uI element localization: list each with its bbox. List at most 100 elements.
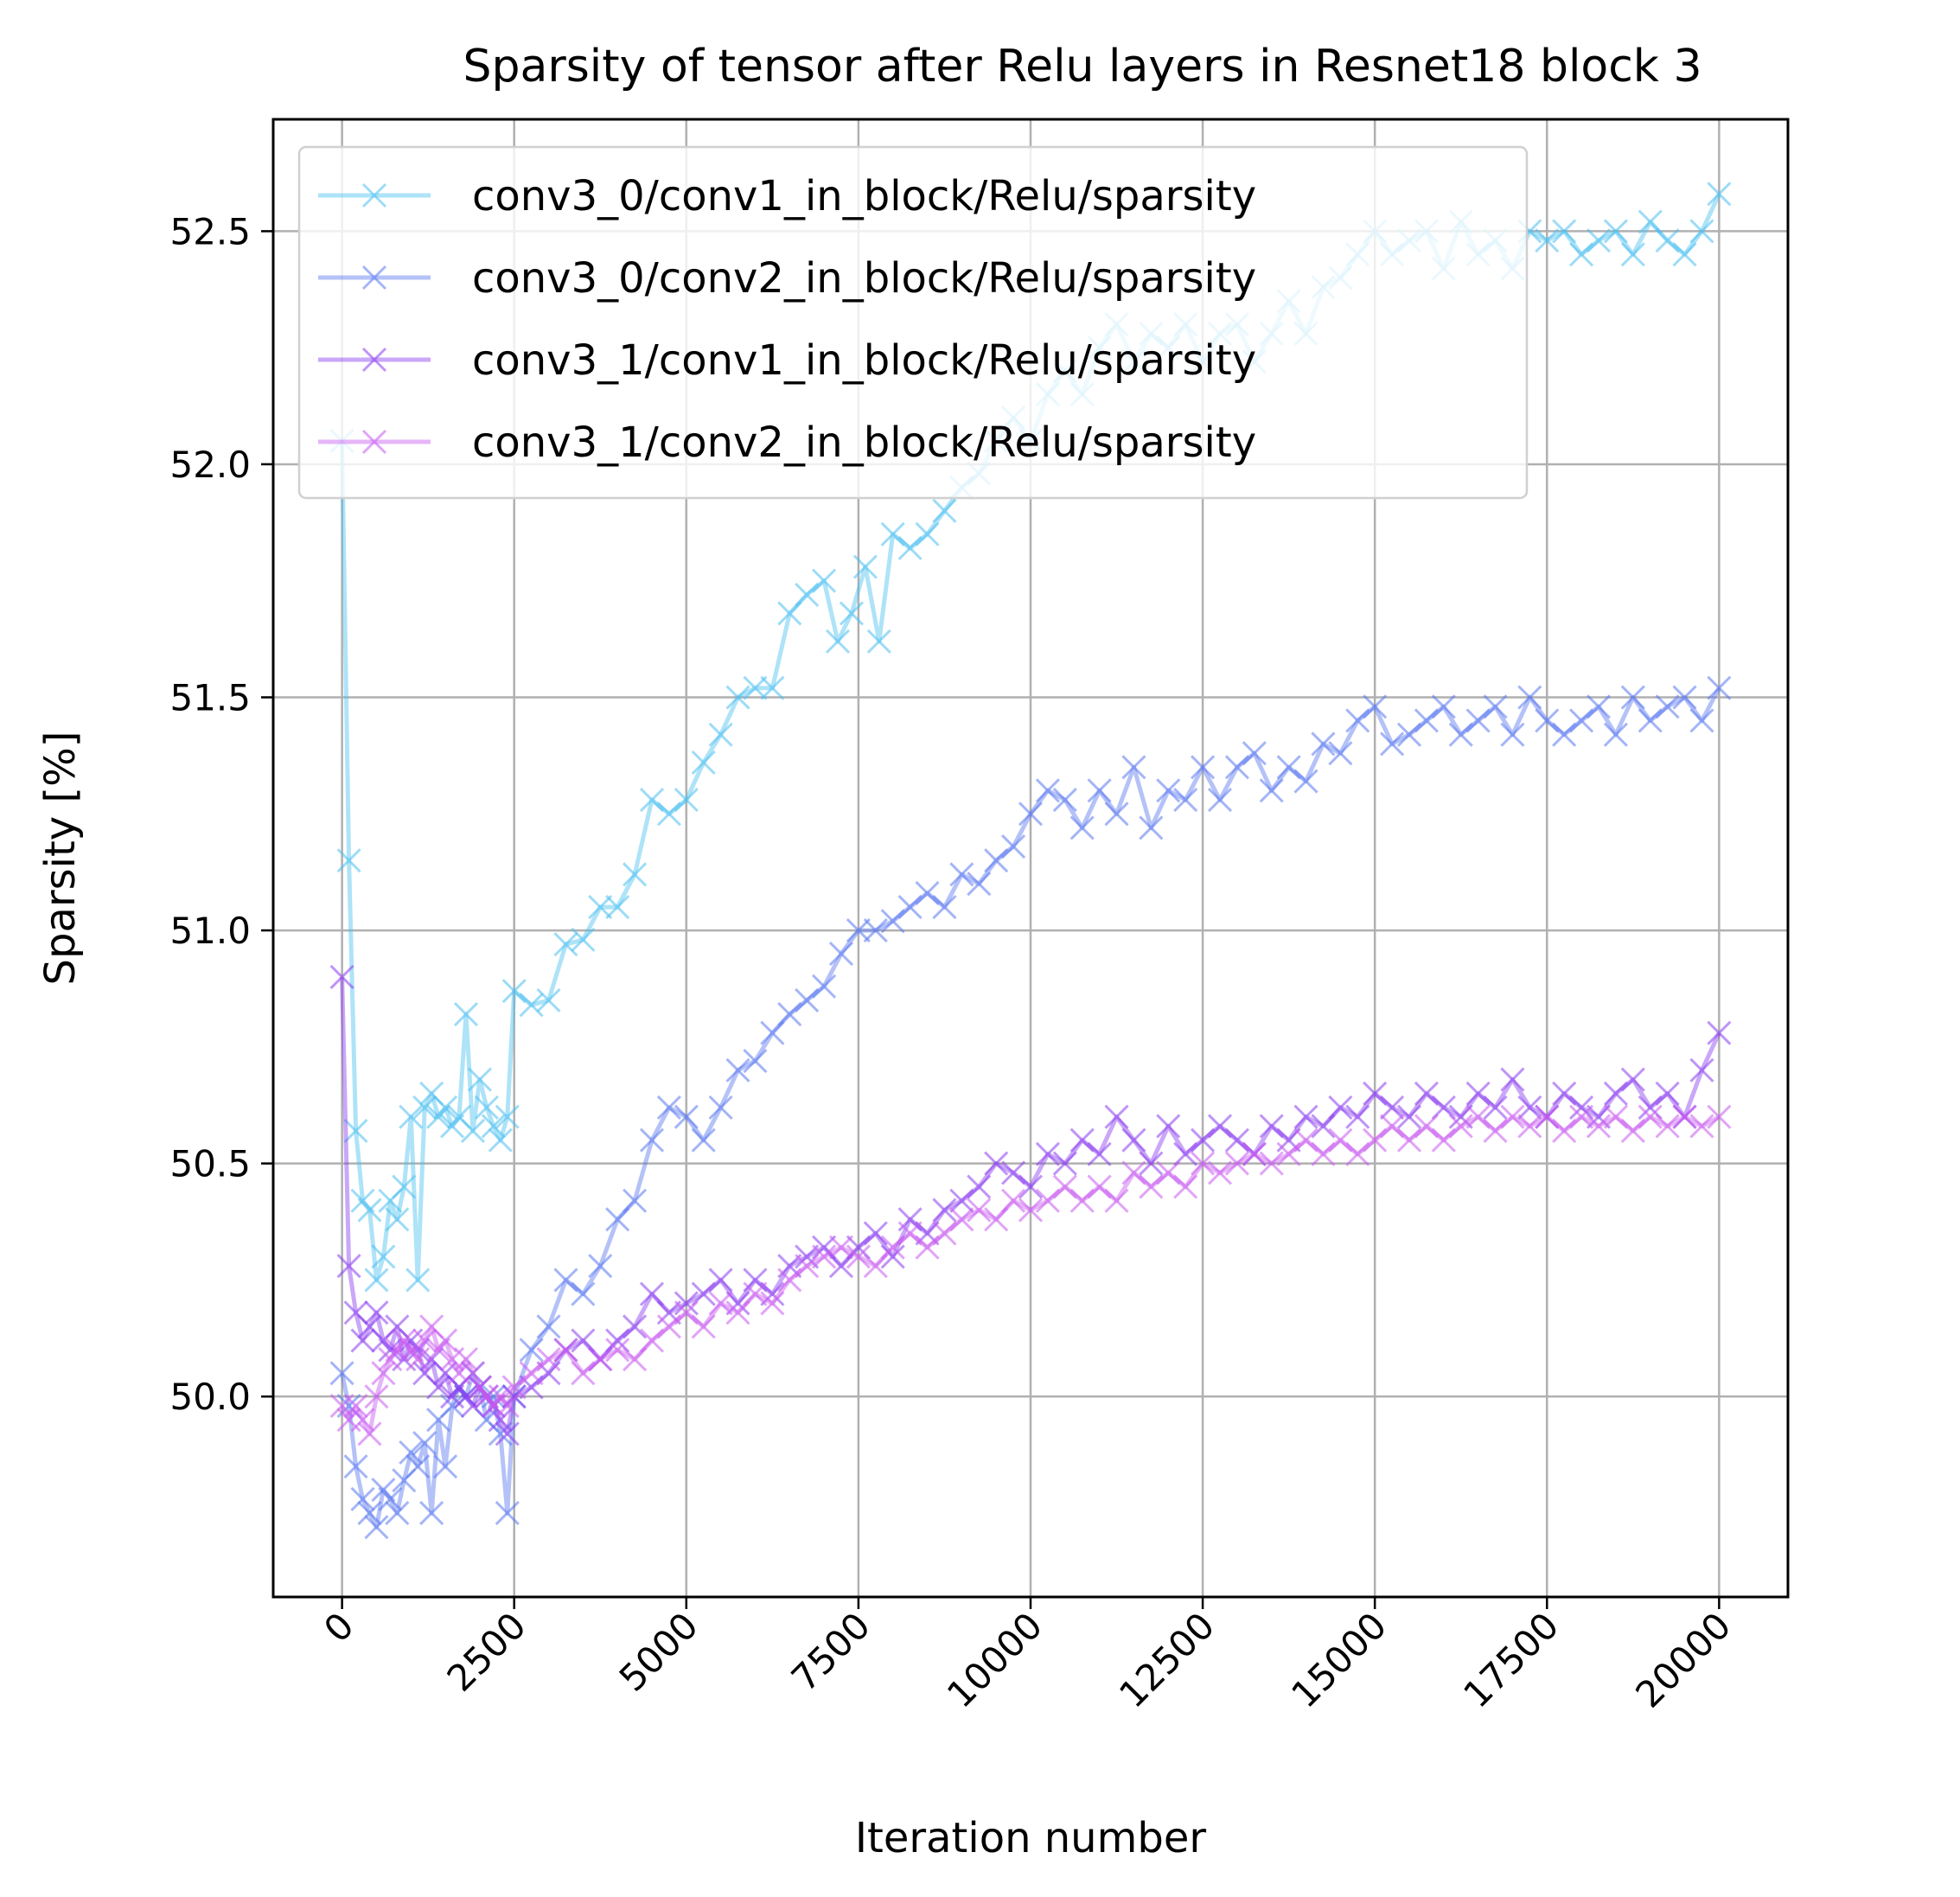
y-tick-label: 50.0 <box>169 1376 251 1418</box>
data-point-marker <box>1035 1188 1060 1213</box>
data-point-marker <box>1311 731 1336 757</box>
data-point-marker <box>825 629 851 654</box>
x-tick-label: 10000 <box>939 1604 1050 1715</box>
data-point-marker <box>725 1057 750 1083</box>
data-point-marker <box>1707 182 1732 207</box>
y-tick-label: 51.0 <box>169 910 251 952</box>
y-axis-label: Sparsity [%] <box>36 731 85 986</box>
data-point-marker <box>1191 755 1216 780</box>
data-point-marker <box>519 1338 544 1363</box>
data-point-marker <box>1586 1104 1612 1129</box>
legend-swatch-marker <box>361 429 387 455</box>
data-point-marker <box>1224 1151 1249 1176</box>
data-point-marker <box>519 993 544 1018</box>
legend-entry-label: conv3_1/conv2_in_block/Relu/sparsity <box>472 418 1256 467</box>
data-point-marker <box>1672 1104 1697 1129</box>
data-point-marker <box>880 909 905 934</box>
x-tick-label: 7500 <box>783 1604 878 1699</box>
data-point-marker <box>1001 1188 1026 1213</box>
data-point-marker <box>1052 1174 1077 1199</box>
data-point-marker <box>385 1207 410 1232</box>
data-point-marker <box>495 1500 520 1526</box>
data-point-marker <box>708 1095 733 1120</box>
data-point-marker <box>1242 741 1267 766</box>
data-point-marker <box>932 1221 957 1246</box>
data-point-marker <box>1207 1160 1233 1185</box>
data-point-marker <box>412 1328 437 1353</box>
data-point-marker <box>795 582 820 607</box>
data-point-marker <box>460 1393 486 1419</box>
data-point-marker <box>1104 1104 1129 1129</box>
data-point-marker <box>419 1500 444 1526</box>
data-point-marker <box>357 1500 382 1526</box>
data-point-marker <box>1500 722 1525 747</box>
data-point-marker <box>495 1104 520 1129</box>
data-point-marker <box>343 1453 368 1479</box>
data-point-marker <box>1517 1095 1542 1120</box>
data-point-marker <box>1052 1151 1077 1176</box>
data-point-marker <box>1242 1141 1267 1166</box>
data-point-marker <box>571 1361 596 1386</box>
data-point-marker <box>378 1486 403 1511</box>
data-point-marker <box>674 1104 699 1129</box>
data-point-marker <box>1448 1114 1473 1139</box>
data-point-marker <box>1500 1104 1525 1129</box>
data-point-marker <box>897 895 923 920</box>
data-point-marker <box>1638 708 1663 733</box>
data-point-marker <box>378 1338 403 1363</box>
data-point-marker <box>1552 1118 1577 1143</box>
data-point-marker <box>1586 1114 1612 1139</box>
data-point-marker <box>1620 685 1645 710</box>
data-point-marker <box>405 1453 431 1479</box>
data-point-marker <box>553 932 578 957</box>
data-point-marker <box>399 1440 424 1465</box>
data-point-marker <box>1672 685 1697 710</box>
y-tick-label: 52.0 <box>169 444 251 486</box>
data-point-marker <box>605 1338 630 1363</box>
data-point-marker <box>1396 1127 1422 1153</box>
data-point-marker <box>674 788 699 813</box>
data-point-marker <box>392 1174 417 1199</box>
data-point-marker <box>1139 815 1164 840</box>
data-point-marker <box>984 1151 1009 1176</box>
data-point-marker <box>1069 815 1095 840</box>
data-point-marker <box>812 568 837 593</box>
data-point-marker <box>1483 1095 1508 1120</box>
data-point-marker <box>1535 228 1560 253</box>
data-point-marker <box>1552 722 1577 747</box>
data-point-marker <box>495 1421 520 1447</box>
data-point-marker <box>605 895 630 920</box>
data-point-marker <box>460 1118 486 1143</box>
x-tick-label: 2500 <box>439 1604 534 1699</box>
legend-swatch-marker <box>361 265 387 291</box>
data-point-marker <box>553 1338 578 1363</box>
data-point-marker <box>1001 1160 1026 1185</box>
data-point-marker <box>1345 1104 1370 1129</box>
data-point-marker <box>371 1244 396 1269</box>
data-point-marker <box>1603 219 1628 244</box>
data-point-marker <box>1552 1081 1577 1106</box>
data-point-marker <box>1586 694 1612 719</box>
data-point-marker <box>412 1095 437 1120</box>
data-point-marker <box>350 1486 375 1511</box>
data-point-marker <box>1465 1081 1491 1106</box>
data-point-marker <box>1173 788 1198 813</box>
data-point-marker <box>343 1118 368 1143</box>
data-point-marker <box>536 987 561 1012</box>
data-point-marker <box>357 1198 382 1223</box>
data-point-marker <box>1465 708 1491 733</box>
data-point-marker <box>1448 722 1473 747</box>
data-point-marker <box>852 554 878 579</box>
data-point-marker <box>915 880 940 905</box>
y-tick-label: 50.5 <box>169 1143 251 1185</box>
data-point-marker <box>1363 694 1388 719</box>
data-point-marker <box>1655 1081 1680 1106</box>
data-point-marker <box>880 521 905 546</box>
data-point-marker <box>1483 694 1508 719</box>
data-point-marker <box>329 964 354 990</box>
data-point-marker <box>1156 1114 1181 1139</box>
data-point-marker <box>433 1095 458 1120</box>
data-point-marker <box>364 1384 389 1409</box>
data-point-marker <box>1311 1141 1336 1166</box>
data-point-marker <box>357 1421 382 1447</box>
